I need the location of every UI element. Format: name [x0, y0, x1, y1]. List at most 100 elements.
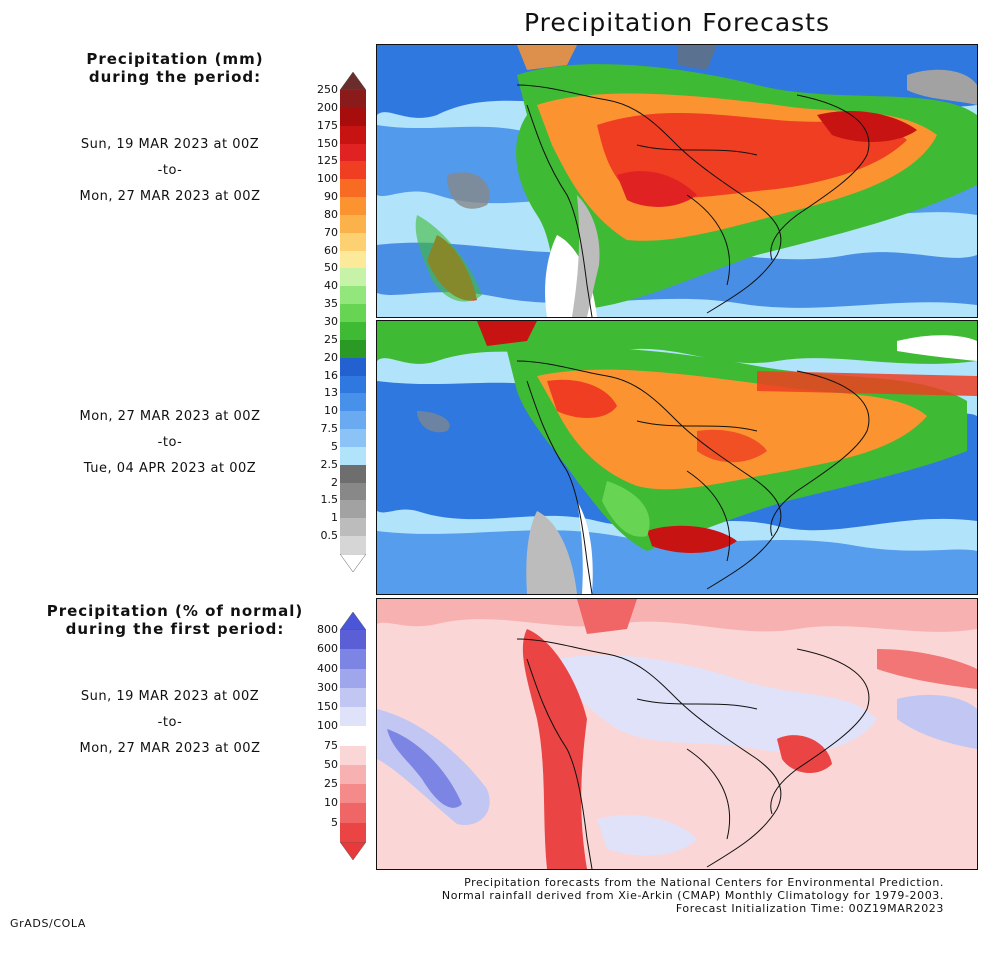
amount-legend-color-cell — [340, 304, 366, 323]
amount-legend-tick-label: 25 — [324, 332, 338, 346]
amount-legend-color-cell — [340, 197, 366, 216]
map-panel-period1 — [376, 44, 978, 318]
amount-legend-tick-label: 20 — [324, 350, 338, 364]
amount-legend-color-cell — [340, 536, 366, 555]
amount-legend-tick-label: 90 — [324, 190, 338, 204]
amount-legend-top-cap — [340, 72, 366, 90]
amount-legend-color-cell — [340, 268, 366, 287]
amount-legend-tick-label: 30 — [324, 315, 338, 328]
amount-legend-tick-label: 40 — [324, 279, 338, 293]
amount-legend-color-cell — [340, 125, 366, 145]
amount-legend-bottom-cap — [340, 554, 366, 572]
footnote-line1: Precipitation forecasts from the Nationa… — [464, 876, 944, 889]
amount-legend-color-cell — [340, 375, 366, 394]
period2-end: Tue, 04 APR 2023 at 00Z — [83, 461, 257, 476]
percent-legend-tick-label: 400 — [317, 661, 338, 675]
credit-label: GrADS/COLA — [10, 917, 86, 930]
period1-to: -to- — [157, 163, 183, 178]
amount-legend-color-cell — [340, 464, 366, 484]
amount-legend-color-cell — [340, 429, 366, 448]
amount-legend-color-cell — [340, 411, 366, 430]
amount-legend-tick-label: 125 — [317, 154, 338, 168]
amount-legend-color-cell — [340, 393, 366, 412]
percent-legend-tick-label: 10 — [324, 796, 338, 810]
percent-legend-color-cell — [340, 822, 366, 843]
amount-legend-tick-label: 50 — [324, 261, 338, 275]
figure-title: Precipitation Forecasts — [523, 8, 831, 37]
amount-legend-color-cell — [340, 446, 366, 466]
map-panel-percent-normal — [376, 598, 978, 870]
footnote-line2: Normal rainfall derived from Xie-Arkin (… — [441, 889, 944, 902]
period1-label: Sun, 19 MAR 2023 at 00Z -to- Mon, 27 MAR… — [20, 132, 320, 210]
period1-start: Sun, 19 MAR 2023 at 00Z — [80, 137, 260, 152]
precip-map-period1 — [377, 45, 977, 317]
period3-start: Sun, 19 MAR 2023 at 00Z — [80, 689, 260, 704]
amount-legend-tick-label: 200 — [317, 100, 338, 114]
amount-legend-color-cell — [340, 482, 366, 501]
percent-legend-tick-label: 5 — [331, 815, 338, 829]
period2-to: -to- — [157, 435, 183, 450]
percent-legend-color-cell — [340, 803, 366, 824]
footnote-line3: Forecast Initialization Time: 00Z19MAR20… — [675, 902, 944, 915]
amount-legend-heading-line1: Precipitation (mm) — [86, 50, 264, 68]
percent-legend-color-cell — [340, 764, 366, 785]
percent-colorbar — [340, 612, 366, 860]
percent-colorbar-ticks: 800 600 400 300 150 100 75 50 25 10 5 — [298, 612, 338, 860]
amount-legend-color-cell — [340, 500, 366, 519]
amount-legend-color-cell — [340, 161, 366, 180]
amount-legend-tick-label: 100 — [317, 172, 338, 186]
percent-legend-color-cell — [340, 707, 366, 727]
percent-legend-tick-label: 50 — [324, 757, 338, 771]
percent-legend-bottom-cap — [340, 842, 366, 860]
percent-legend-tick-label: 75 — [324, 738, 338, 752]
percent-legend-heading-line1: Precipitation (% of normal) — [46, 602, 304, 620]
percent-legend-color-cell — [340, 745, 366, 766]
percent-legend-color-cell — [340, 668, 366, 689]
amount-legend-tick-label: 35 — [324, 297, 338, 311]
percent-legend-heading: Precipitation (% of normal) during the f… — [5, 602, 345, 638]
percent-legend-tick-label: 600 — [317, 642, 338, 656]
period3-label: Sun, 19 MAR 2023 at 00Z -to- Mon, 27 MAR… — [20, 684, 320, 762]
amount-legend-tick-label: 150 — [317, 136, 338, 150]
amount-legend-tick-label: 10 — [324, 404, 338, 418]
amount-legend-tick-label: 1.5 — [320, 493, 339, 507]
period2-label: Mon, 27 MAR 2023 at 00Z -to- Tue, 04 APR… — [20, 404, 320, 482]
amount-legend-color-cell — [340, 232, 366, 252]
amount-legend-heading: Precipitation (mm) during the period: — [5, 50, 345, 86]
amount-legend-tick-label: 70 — [324, 225, 338, 239]
amount-legend-tick-label: 80 — [324, 207, 338, 221]
amount-legend-color-cell — [340, 107, 366, 127]
period3-end: Mon, 27 MAR 2023 at 00Z — [79, 741, 261, 756]
period3-to: -to- — [157, 715, 183, 730]
percent-legend-color-cell — [340, 784, 366, 804]
percent-legend-color-cell — [340, 630, 366, 650]
percent-legend-color-cell — [340, 687, 366, 708]
period1-end: Mon, 27 MAR 2023 at 00Z — [79, 189, 261, 204]
amount-legend-color-cell — [340, 90, 366, 109]
footnote: Precipitation forecasts from the Nationa… — [280, 876, 944, 915]
amount-legend-color-cell — [340, 286, 366, 305]
percent-legend-tick-label: 300 — [317, 680, 338, 694]
percent-legend-tick-label: 25 — [324, 777, 338, 791]
amount-legend-tick-label: 60 — [324, 243, 338, 257]
amount-legend-heading-line2: during the period: — [88, 68, 262, 86]
period2-start: Mon, 27 MAR 2023 at 00Z — [79, 409, 261, 424]
percent-legend-tick-label: 150 — [317, 700, 338, 714]
amount-legend-tick-label: 2 — [331, 475, 338, 489]
amount-colorbar-ticks: 250 200 175 150 125 100 90 80 70 60 50 40 35 30 25 20 16… — [298, 72, 338, 572]
precip-map-period2 — [377, 321, 977, 594]
amount-legend-color-cell — [340, 322, 366, 341]
percent-normal-map — [377, 599, 977, 869]
map-panel-period2 — [376, 320, 978, 595]
amount-legend-tick-label: 16 — [324, 368, 338, 382]
amount-legend-color-cell — [340, 339, 366, 359]
percent-legend-color-cell — [340, 649, 366, 670]
amount-legend-tick-label: 2.5 — [320, 457, 339, 471]
amount-legend-tick-label: 13 — [324, 386, 338, 400]
percent-legend-tick-label: 800 — [317, 623, 338, 636]
percent-legend-color-cell — [340, 726, 366, 747]
amount-legend-color-cell — [340, 357, 366, 377]
amount-legend-color-cell — [340, 143, 366, 162]
amount-legend-color-cell — [340, 179, 366, 198]
percent-legend-tick-label: 100 — [317, 719, 338, 733]
